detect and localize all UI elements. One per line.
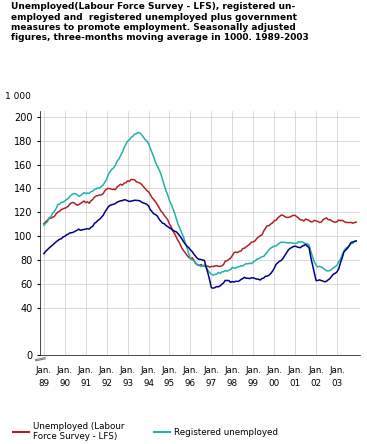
- Text: 96: 96: [185, 379, 196, 388]
- Text: 95: 95: [164, 379, 175, 388]
- Text: Jan.: Jan.: [245, 366, 261, 375]
- Text: 1 000: 1 000: [5, 92, 31, 101]
- Text: Jan.: Jan.: [287, 366, 303, 375]
- Text: Jan.: Jan.: [99, 366, 115, 375]
- Text: Jan.: Jan.: [308, 366, 324, 375]
- Text: Jan.: Jan.: [182, 366, 199, 375]
- Text: 94: 94: [143, 379, 154, 388]
- Text: Jan.: Jan.: [57, 366, 73, 375]
- Text: Jan.: Jan.: [329, 366, 345, 375]
- Text: 93: 93: [122, 379, 133, 388]
- Text: Jan.: Jan.: [161, 366, 178, 375]
- Text: 02: 02: [310, 379, 321, 388]
- Text: Jan.: Jan.: [266, 366, 282, 375]
- Text: 99: 99: [248, 379, 259, 388]
- Text: 89: 89: [38, 379, 50, 388]
- Legend: Unemployed (Labour
Force Survey - LFS), Registered unemployed +
government measu: Unemployed (Labour Force Survey - LFS), …: [10, 418, 282, 444]
- Text: Jan.: Jan.: [141, 366, 157, 375]
- Text: 97: 97: [206, 379, 217, 388]
- Text: Unemployed(Labour Force Survey - LFS), registered un-
employed and  registered u: Unemployed(Labour Force Survey - LFS), r…: [11, 2, 309, 43]
- Text: 91: 91: [80, 379, 91, 388]
- Text: 01: 01: [290, 379, 301, 388]
- Text: Jan.: Jan.: [224, 366, 240, 375]
- Text: 90: 90: [59, 379, 70, 388]
- Text: Jan.: Jan.: [120, 366, 136, 375]
- Text: Jan.: Jan.: [36, 366, 52, 375]
- Text: Jan.: Jan.: [203, 366, 219, 375]
- Text: 00: 00: [269, 379, 280, 388]
- Text: 92: 92: [101, 379, 112, 388]
- Text: 03: 03: [331, 379, 343, 388]
- Text: 98: 98: [227, 379, 238, 388]
- Text: Jan.: Jan.: [78, 366, 94, 375]
